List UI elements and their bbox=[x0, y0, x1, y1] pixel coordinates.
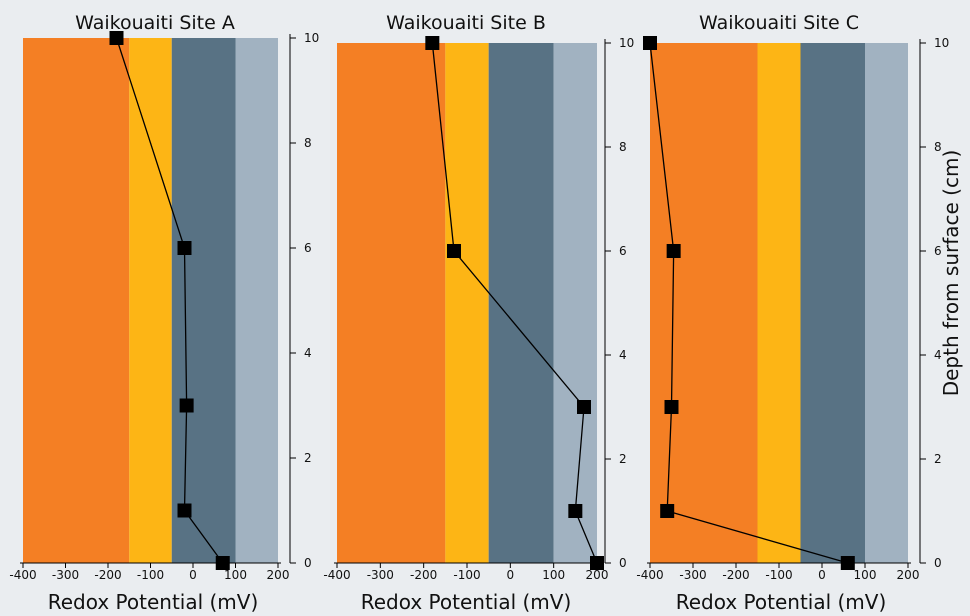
x-tick-label: -100 bbox=[765, 568, 792, 582]
x-tick-label: -400 bbox=[9, 568, 36, 582]
chart-title: Waikouaiti Site B bbox=[386, 12, 546, 34]
depth-axis-label: Depth from surface (cm) bbox=[939, 150, 963, 397]
data-point bbox=[660, 504, 675, 518]
data-point bbox=[109, 31, 124, 45]
y-tick-label: 10 bbox=[619, 36, 634, 50]
x-tick-label: -300 bbox=[679, 568, 706, 582]
data-point bbox=[215, 556, 230, 570]
data-point bbox=[177, 241, 192, 255]
data-point bbox=[425, 36, 440, 50]
x-tick-label: -400 bbox=[323, 568, 350, 582]
x-tick-label: 100 bbox=[854, 568, 877, 582]
data-point bbox=[568, 504, 583, 518]
chart-title: Waikouaiti Site C bbox=[699, 12, 859, 34]
x-tick-label: -400 bbox=[636, 568, 663, 582]
x-tick-label: -300 bbox=[52, 568, 79, 582]
y-tick-label: 2 bbox=[304, 451, 312, 465]
y-tick-label: 6 bbox=[619, 244, 627, 258]
y-tick-label: 4 bbox=[304, 346, 312, 360]
y-tick-label: 8 bbox=[934, 140, 942, 154]
y-tick-label: 0 bbox=[934, 556, 942, 570]
data-point bbox=[840, 556, 855, 570]
redox-zone-4 bbox=[553, 43, 597, 563]
redox-zone-2 bbox=[445, 43, 489, 563]
y-tick-label: 10 bbox=[934, 36, 949, 50]
x-tick-label: 200 bbox=[586, 568, 609, 582]
data-point bbox=[177, 503, 192, 518]
chart-title: Waikouaiti Site A bbox=[75, 12, 235, 34]
redox-zone-1 bbox=[23, 38, 130, 563]
data-point bbox=[447, 244, 461, 258]
y-tick-label: 2 bbox=[934, 452, 942, 466]
redox-zone-3 bbox=[171, 38, 236, 563]
y-tick-label: 4 bbox=[934, 348, 942, 362]
y-tick-label: 4 bbox=[619, 348, 627, 362]
redox-zone-1 bbox=[337, 43, 446, 563]
y-tick-label: 6 bbox=[304, 241, 312, 255]
y-tick-label: 2 bbox=[619, 452, 627, 466]
x-tick-label: 100 bbox=[224, 568, 247, 582]
x-axis-label: Redox Potential (mV) bbox=[48, 590, 259, 614]
x-tick-label: 0 bbox=[507, 568, 515, 582]
chart-panel-1: -400 -300 -200 -100 0 100 200 0 2 4 6 8 10 Waikouaiti… bbox=[9, 12, 319, 614]
y-tick-label: 8 bbox=[304, 136, 312, 150]
redox-zone-2 bbox=[129, 38, 172, 563]
redox-zone-4 bbox=[865, 43, 908, 563]
redox-zone-2 bbox=[757, 43, 801, 563]
x-axis-label: Redox Potential (mV) bbox=[676, 590, 887, 614]
y-tick-label: 0 bbox=[619, 556, 627, 570]
x-tick-label: -100 bbox=[453, 568, 480, 582]
data-point bbox=[666, 244, 681, 258]
x-tick-label: -200 bbox=[722, 568, 749, 582]
x-tick-label: -300 bbox=[367, 568, 394, 582]
data-point bbox=[664, 400, 679, 414]
chart-panel-2: -400 -300 -200 -100 0 100 200 0 2 4 6 8 10 Waikouaiti… bbox=[323, 12, 634, 614]
x-tick-label: 200 bbox=[897, 568, 920, 582]
data-point bbox=[577, 400, 591, 414]
x-tick-label: -100 bbox=[137, 568, 164, 582]
y-tick-label: 10 bbox=[304, 31, 319, 45]
x-tick-label: 100 bbox=[542, 568, 565, 582]
redox-zone-3 bbox=[488, 43, 554, 563]
redox-zone-4 bbox=[235, 38, 278, 563]
y-tick-label: 0 bbox=[304, 556, 312, 570]
chart-panel-3: -400 -300 -200 -100 0 100 200 0 2 4 6 8 10 Waikouaiti… bbox=[636, 12, 963, 614]
x-axis-label: Redox Potential (mV) bbox=[361, 590, 572, 614]
x-tick-label: -200 bbox=[410, 568, 437, 582]
data-point bbox=[179, 398, 194, 413]
redox-zone-3 bbox=[800, 43, 865, 563]
redox-zone-1 bbox=[650, 43, 758, 563]
x-tick-label: 0 bbox=[818, 568, 826, 582]
x-tick-label: 200 bbox=[267, 568, 290, 582]
x-tick-label: -200 bbox=[94, 568, 121, 582]
x-tick-label: 0 bbox=[189, 568, 197, 582]
y-tick-label: 6 bbox=[934, 244, 942, 258]
data-point bbox=[590, 556, 604, 570]
data-point bbox=[643, 36, 657, 50]
y-tick-label: 8 bbox=[619, 140, 627, 154]
